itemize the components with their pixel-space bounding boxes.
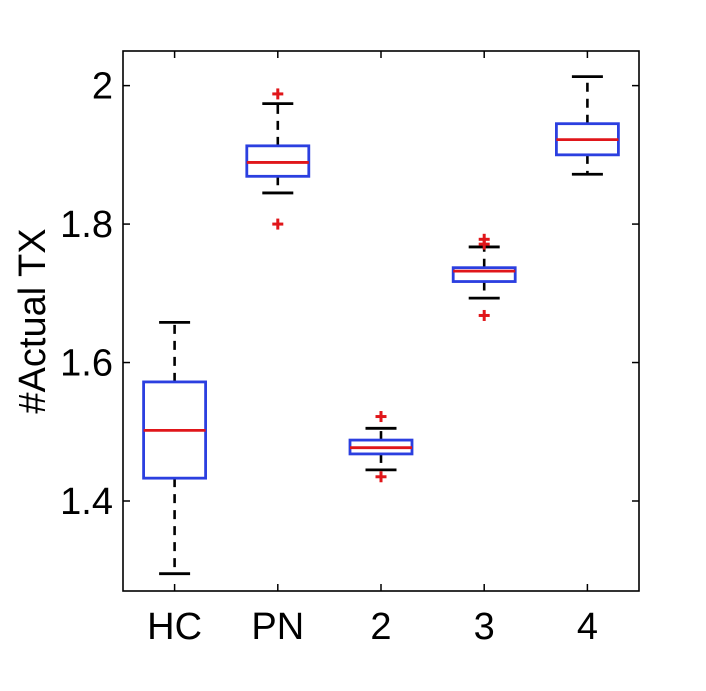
box-PN [245, 88, 311, 230]
y-tick-label: 2 [92, 66, 113, 108]
outlier-marker [478, 309, 490, 321]
box-4 [555, 75, 620, 176]
x-tick-label: 3 [474, 606, 495, 648]
outlier-marker [375, 411, 387, 423]
y-tick-label: 1.8 [60, 204, 113, 246]
x-tick-label: PN [251, 606, 304, 648]
outlier-marker [272, 218, 284, 230]
x-tick-label: HC [147, 606, 202, 648]
y-tick-label: 1.4 [60, 481, 113, 523]
boxes-layer [142, 75, 620, 576]
axis-ticks: 1.4 1.6 1.8 2 HC PN 2 3 4 [60, 51, 639, 648]
iqr-box [451, 266, 517, 283]
box-HC [142, 320, 208, 576]
box-3 [451, 233, 517, 321]
outlier-marker [272, 88, 284, 100]
plot-area [122, 50, 640, 592]
outlier-marker [478, 238, 490, 250]
x-tick-label: 4 [577, 606, 598, 648]
box-2 [348, 411, 414, 483]
outlier-marker [375, 471, 387, 483]
y-tick-label: 1.6 [60, 343, 113, 385]
x-tick-label: 2 [370, 606, 391, 648]
y-axis-label: #Actual TX [12, 228, 54, 413]
